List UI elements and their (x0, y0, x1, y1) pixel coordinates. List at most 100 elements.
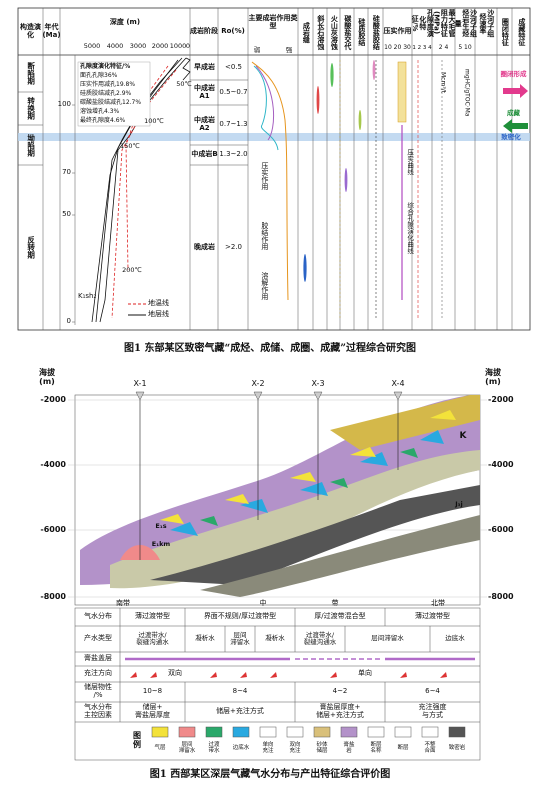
table-cell: 双向 (168, 669, 182, 678)
table-rules (74, 607, 481, 761)
column-header: 圈闭特征 (501, 18, 510, 46)
row-label: 膏盐盖层 (84, 654, 112, 663)
depth-tick: 4000 (106, 42, 124, 51)
table-cell: 凝析水 (265, 634, 285, 643)
legend-swatch (448, 726, 466, 738)
column-header: 硅酸盐胶结 (372, 14, 381, 50)
pressure-ticks: 1 2 3 4 (412, 45, 432, 52)
well-name: X-4 (391, 378, 405, 388)
table-cell: 界面不规则/厚过渡带型 (203, 612, 277, 621)
legend-swatch (259, 726, 277, 738)
column-header: Ro(%) (221, 27, 245, 36)
temperature: 200℃ (122, 265, 142, 274)
legend-swatch (178, 726, 196, 738)
row-rules (18, 55, 248, 325)
table-cell: 8~4 (232, 687, 248, 696)
note-box (77, 61, 151, 127)
row-label: 气水分布 主控因素 (84, 703, 112, 719)
legend-entry: 不整 合面 (424, 741, 436, 754)
column-header: 压实作用 (383, 27, 412, 36)
table-cell: 层间滞留水 (371, 634, 404, 643)
curve-label: 压实曲线 (405, 149, 414, 175)
column-header: 碳酸盐交代 (343, 14, 352, 50)
porosity-note: 压实作用减孔19.8% (80, 81, 136, 89)
temperature: 50℃ (176, 79, 192, 88)
age-tick: 70 (62, 168, 71, 177)
event: 圈闭形成 (500, 70, 527, 79)
altitude-tick: -4000 (488, 459, 514, 469)
legend-entry: 断层 (397, 744, 409, 751)
depth-tick: 5000 (83, 42, 101, 51)
porosity-note: 孔隙度演化特征/% (80, 63, 131, 71)
legend-swatch (313, 726, 331, 738)
tectonic-stage: 坳陷期 (26, 133, 36, 157)
table-cell: 6~4 (425, 687, 440, 696)
legend-swatch (232, 726, 250, 738)
porosity-note: 溶蚀增孔4.3% (80, 108, 120, 116)
table-cell: 厚/过渡带混合型 (314, 612, 366, 621)
table-cell: 10~8 (142, 687, 163, 696)
curve-label: 综合孔隙演化曲线 (405, 202, 414, 254)
altitude-tick: -2000 (488, 394, 514, 404)
legend-entry: 地层线 (148, 310, 169, 319)
process-bars (303, 60, 528, 320)
legend-swatch (367, 726, 385, 738)
diagenetic-stage: 中成岩A1 (194, 83, 215, 100)
diagenesis-type: 压实作用 (260, 162, 269, 190)
legend-swatch (421, 726, 439, 738)
depth-tick: 2000 (151, 42, 169, 51)
intensity: 强 (285, 45, 293, 54)
legend-entry: 层间 滞留水 (178, 741, 196, 754)
legend-entry: 断层 名称 (370, 741, 382, 754)
legend-swatch (394, 726, 412, 738)
tight-band (18, 133, 530, 141)
row-label: 充注方向 (84, 669, 112, 678)
altitude-tick: -2000 (40, 394, 66, 404)
legend-swatch (340, 726, 358, 738)
ro-range: 0.5~0.7 (219, 87, 248, 96)
age-tick: 100 (57, 100, 71, 109)
well-name: X-3 (311, 378, 325, 388)
formation: K₁sh₂ (78, 292, 97, 301)
diagenetic-stage: 晚成岩 (194, 242, 215, 251)
column-header: 最大毛管阻力特征(MPa) (432, 9, 457, 37)
row-label: 产水类型 (84, 634, 112, 643)
belt: 南带 (116, 598, 130, 607)
legend-swatch (205, 726, 223, 738)
table-cell: 薄过渡带型 (135, 612, 170, 621)
table-cell: 薄过渡带型 (415, 612, 450, 621)
isotherms (111, 65, 177, 319)
column-header: 深度 (m) (109, 18, 141, 27)
column-header: 斜长石溶蚀 (316, 14, 325, 50)
column-header: 成岩缝 (302, 21, 311, 43)
ro-range: <0.5 (225, 62, 242, 71)
age-tick: 50 (62, 210, 71, 219)
tectonic-stage: 反转期 (26, 236, 36, 259)
generation-ticks: 2 4 (438, 44, 449, 52)
legend-entry: 双向 充注 (289, 741, 301, 754)
ro-range: 0.7~1.3 (219, 120, 248, 129)
legend-entry: 边底水 (232, 744, 250, 751)
belt: 北带 (431, 598, 445, 607)
porosity-note: 硅质胶结减孔2.9% (80, 90, 132, 98)
diagenesis-curves (251, 61, 289, 301)
diagenetic-stage: 中成岩B (191, 150, 218, 159)
table-cell: 过渡带水/ 裂缝沟通水 (303, 630, 337, 646)
table-cell: 储层+充注方式 (216, 707, 264, 716)
tectonic-stage: 转换期 (26, 97, 36, 120)
table-cell: 边底水 (445, 634, 465, 643)
temperature: 100℃ (144, 116, 164, 125)
tectonic-stage: 断陷期 (26, 62, 36, 85)
formation: E₁s (155, 522, 167, 531)
porosity-ticks: 10 20 30 (384, 44, 411, 52)
altitude-tick: -8000 (40, 591, 66, 601)
table-cell: 储层+ 膏盐层厚度 (135, 703, 170, 719)
legend-swatches (151, 726, 466, 738)
porosity-note: 面孔孔隙36% (80, 72, 118, 80)
diagenesis-type: 溶解作用 (260, 272, 269, 300)
ro-range: 1.3~2.0 (219, 150, 248, 159)
age-tick: 0 (66, 317, 71, 326)
diagenetic-stage: 中成岩A2 (194, 116, 215, 132)
event: 致密化 (501, 132, 521, 141)
porosity-note: 最终孔隙度4.6% (80, 117, 126, 125)
